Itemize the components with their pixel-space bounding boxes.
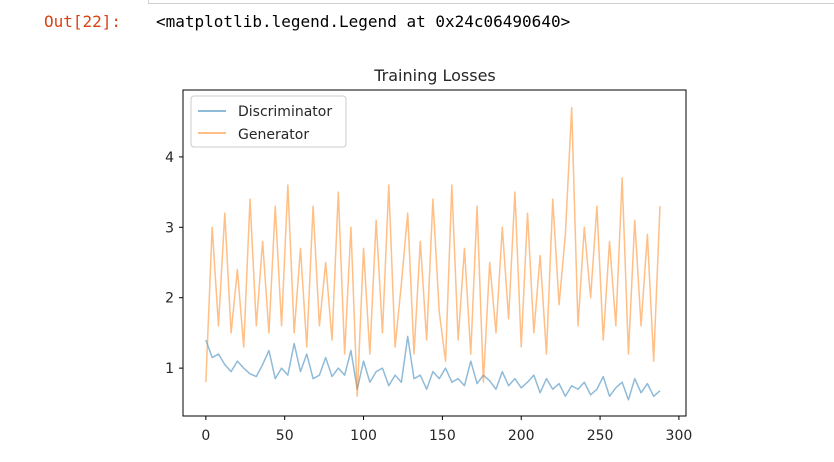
x-tick-label: 150 bbox=[429, 428, 456, 444]
x-axis: 0 50 100 150 200 250 300 bbox=[201, 416, 692, 444]
legend: Discriminator Generator bbox=[190, 95, 347, 148]
series-line-discriminator bbox=[205, 335, 661, 401]
y-tick-label: 4 bbox=[165, 150, 174, 166]
legend-box bbox=[190, 95, 347, 148]
cell-top-border bbox=[148, 0, 834, 4]
legend-label-discriminator: Discriminator bbox=[238, 104, 332, 120]
y-axis: 1 2 3 4 bbox=[165, 150, 183, 377]
x-tick-label: 50 bbox=[276, 428, 294, 444]
x-tick-label: 250 bbox=[587, 428, 614, 444]
y-tick-label: 3 bbox=[165, 220, 174, 236]
legend-label-generator: Generator bbox=[238, 127, 309, 143]
output-prompt: Out[22]: bbox=[44, 12, 122, 31]
chart-title: Training Losses bbox=[373, 66, 496, 85]
plot-lines bbox=[205, 106, 661, 401]
y-tick-label: 2 bbox=[165, 291, 174, 307]
y-tick-label: 1 bbox=[165, 361, 174, 377]
x-tick-label: 100 bbox=[350, 428, 377, 444]
x-tick-label: 200 bbox=[508, 428, 535, 444]
plot-frame bbox=[182, 89, 687, 417]
series-line-generator bbox=[205, 106, 661, 398]
output-text: <matplotlib.legend.Legend at 0x24c064906… bbox=[156, 12, 571, 31]
x-tick-label: 300 bbox=[666, 428, 693, 444]
x-tick-label: 0 bbox=[201, 428, 210, 444]
